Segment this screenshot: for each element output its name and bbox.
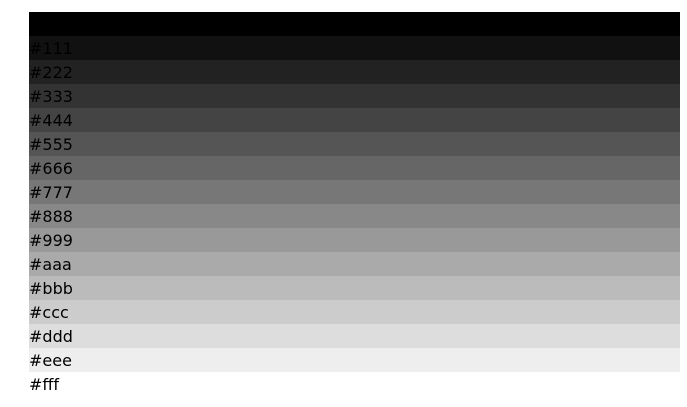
swatch-item-bbb: #bbb <box>29 276 680 300</box>
swatch-item-ddd: #ddd <box>29 324 680 348</box>
swatch-item-444: #444 <box>29 108 680 132</box>
swatch-item-111: #111 <box>29 36 680 60</box>
swatch-item-888: #888 <box>29 204 680 228</box>
swatch-item-666: #666 <box>29 156 680 180</box>
color-swatch-list: #000 #111 #222 #333 #444 #555 #666 #777 … <box>0 0 687 396</box>
swatch-item-eee: #eee <box>29 348 680 372</box>
swatch-item-000: #000 <box>29 12 680 36</box>
swatch-item-777: #777 <box>29 180 680 204</box>
swatch-item-aaa: #aaa <box>29 252 680 276</box>
swatch-item-ccc: #ccc <box>29 300 680 324</box>
swatch-item-555: #555 <box>29 132 680 156</box>
swatch-item-999: #999 <box>29 228 680 252</box>
swatch-item-333: #333 <box>29 84 680 108</box>
swatch-item-222: #222 <box>29 60 680 84</box>
swatch-item-fff: #fff <box>29 372 680 396</box>
